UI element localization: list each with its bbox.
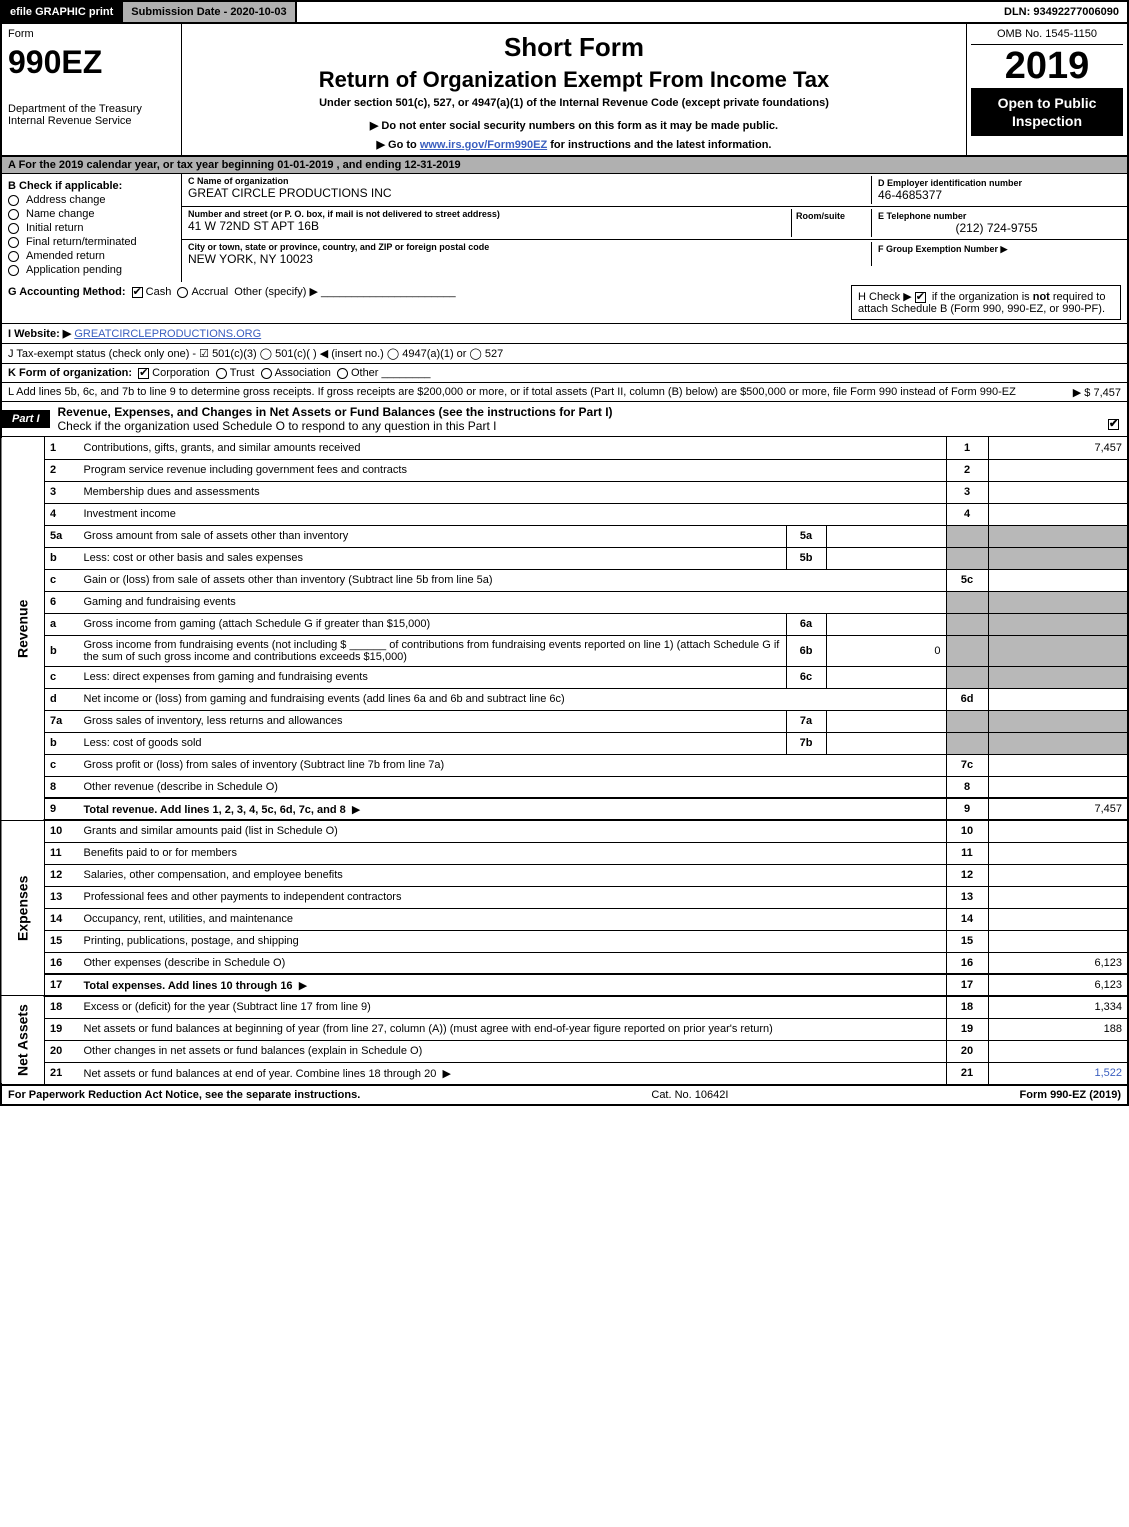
chk-cash[interactable] [132, 287, 143, 298]
other-expenses-val: 6,123 [988, 952, 1128, 974]
city-label: City or town, state or province, country… [188, 242, 871, 252]
side-revenue: Revenue [1, 437, 45, 820]
c-label: C Name of organization [188, 176, 871, 186]
f-label: F Group Exemption Number ▶ [878, 244, 1115, 255]
omb-number: OMB No. 1545-1150 [971, 28, 1123, 45]
chk-schedule-o[interactable] [1108, 419, 1119, 430]
chk-amended[interactable] [8, 251, 19, 262]
end-net-assets: 1,522 [988, 1062, 1128, 1084]
room-label: Room/suite [796, 211, 867, 221]
part-i-badge: Part I [2, 410, 50, 428]
spacer [297, 2, 996, 22]
org-address: 41 W 72ND ST APT 16B [188, 219, 791, 233]
efile-print-button[interactable]: efile GRAPHIC print [2, 2, 121, 22]
side-expenses: Expenses [1, 820, 45, 996]
form-header: Form 990EZ Department of the Treasury In… [0, 22, 1129, 157]
section-b: B Check if applicable: Address change Na… [2, 174, 182, 282]
org-city: NEW YORK, NY 10023 [188, 252, 871, 266]
chk-final-return[interactable] [8, 237, 19, 248]
side-net-assets: Net Assets [1, 996, 45, 1084]
ln-1-desc: Contributions, gifts, grants, and simila… [84, 442, 361, 454]
total-revenue: 7,457 [988, 798, 1128, 820]
part-i-checkline: Check if the organization used Schedule … [58, 419, 497, 433]
part-i-title: Revenue, Expenses, and Changes in Net As… [58, 402, 1127, 436]
ln-1-num: 1 [45, 437, 79, 459]
d-label: D Employer identification number [878, 178, 1115, 188]
chk-trust[interactable] [216, 368, 227, 379]
meta-section: G Accounting Method: Cash Accrual Other … [0, 282, 1129, 402]
arrow-icon: ▶ [442, 1068, 450, 1080]
i-label: I Website: ▶ [8, 328, 71, 340]
tax-year: 2019 [971, 45, 1123, 88]
ln-1-val: 7,457 [988, 437, 1128, 459]
top-bar: efile GRAPHIC print Submission Date - 20… [0, 0, 1129, 22]
open-to-public: Open to Public Inspection [971, 88, 1123, 136]
arrow-icon: ▶ [299, 980, 307, 992]
submission-date: Submission Date - 2020-10-03 [121, 2, 296, 22]
form-number: 990EZ [8, 44, 175, 81]
chk-other-org[interactable] [337, 368, 348, 379]
lines-table: Revenue 1 Contributions, gifts, grants, … [0, 437, 1129, 1085]
b-header: B Check if applicable: [8, 180, 122, 192]
dln-label: DLN: 93492277006090 [996, 2, 1127, 22]
instructions-link[interactable]: www.irs.gov/Form990EZ [420, 139, 547, 151]
begin-net-assets: 188 [988, 1018, 1128, 1040]
form-label: Form [8, 28, 175, 40]
e-label: E Telephone number [878, 211, 1115, 221]
title-short-form: Short Form [188, 32, 960, 63]
arrow-icon: ▶ [352, 804, 360, 816]
tax-period: A For the 2019 calendar year, or tax yea… [0, 157, 1129, 174]
header-right: OMB No. 1545-1150 2019 Open to Public In… [967, 24, 1127, 155]
l-amount: ▶ $ 7,457 [1073, 386, 1121, 399]
header-left: Form 990EZ Department of the Treasury In… [2, 24, 182, 155]
phone: (212) 724-9755 [878, 221, 1115, 235]
addr-label: Number and street (or P. O. box, if mail… [188, 209, 791, 219]
other-specify: Other (specify) ▶ [234, 286, 318, 298]
ssn-warning: ▶ Do not enter social security numbers o… [188, 119, 960, 132]
chk-name-change[interactable] [8, 209, 19, 220]
chk-corporation[interactable] [138, 368, 149, 379]
part-i-header: Part I Revenue, Expenses, and Changes in… [0, 402, 1129, 437]
total-expenses: 6,123 [988, 974, 1128, 996]
org-name: GREAT CIRCLE PRODUCTIONS INC [188, 186, 871, 200]
org-info-block: B Check if applicable: Address change Na… [0, 174, 1129, 282]
excess-deficit: 1,334 [988, 996, 1128, 1018]
instructions-line: ▶ Go to www.irs.gov/Form990EZ for instru… [188, 138, 960, 151]
website-link[interactable]: GREATCIRCLEPRODUCTIONS.ORG [74, 328, 261, 340]
paperwork-notice: For Paperwork Reduction Act Notice, see … [8, 1089, 360, 1101]
chk-application-pending[interactable] [8, 265, 19, 276]
j-tax-exempt: J Tax-exempt status (check only one) - ☑… [2, 344, 1127, 364]
g-label: G Accounting Method: [8, 286, 126, 298]
subtitle: Under section 501(c), 527, or 4947(a)(1)… [188, 97, 960, 109]
chk-initial-return[interactable] [8, 223, 19, 234]
chk-association[interactable] [261, 368, 272, 379]
ein: 46-4685377 [878, 188, 1115, 202]
k-label: K Form of organization: [8, 367, 132, 379]
section-cde: C Name of organization GREAT CIRCLE PROD… [182, 174, 1127, 282]
chk-accrual[interactable] [177, 287, 188, 298]
page-footer: For Paperwork Reduction Act Notice, see … [0, 1085, 1129, 1106]
irs-label: Internal Revenue Service [8, 115, 175, 127]
chk-h[interactable] [915, 292, 926, 303]
ln-1-rnum: 1 [946, 437, 988, 459]
header-center: Short Form Return of Organization Exempt… [182, 24, 967, 155]
l-text: L Add lines 5b, 6c, and 7b to line 9 to … [8, 386, 1016, 398]
cat-no: Cat. No. 10642I [651, 1089, 728, 1101]
h-box: H Check ▶ if the organization is not req… [851, 285, 1121, 320]
form-footer-label: Form 990-EZ (2019) [1020, 1089, 1121, 1101]
title-return: Return of Organization Exempt From Incom… [188, 67, 960, 93]
dept-treasury: Department of the Treasury [8, 103, 175, 115]
chk-address-change[interactable] [8, 195, 19, 206]
